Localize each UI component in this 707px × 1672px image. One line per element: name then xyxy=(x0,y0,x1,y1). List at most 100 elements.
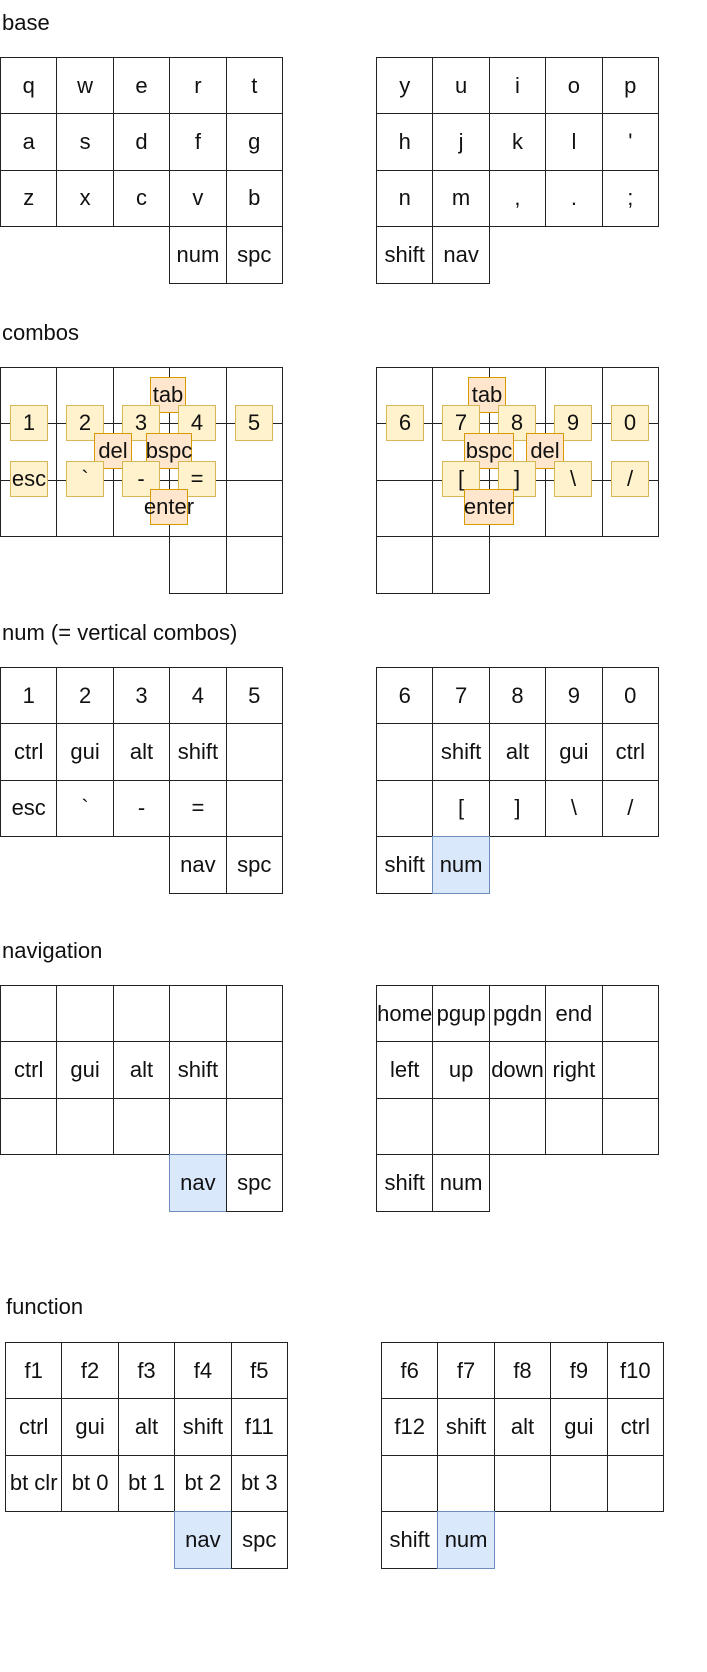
key-9: 9 xyxy=(545,667,603,725)
key-blank xyxy=(169,1097,227,1156)
key-blank: [ xyxy=(432,779,490,838)
key-blank xyxy=(376,723,434,781)
key-2: 2 xyxy=(56,667,114,725)
key-blank xyxy=(432,1097,490,1156)
key-0: 0 xyxy=(601,667,659,725)
key-nav: nav xyxy=(432,226,490,284)
key-ctrl: ctrl xyxy=(5,1398,63,1456)
key-x: x xyxy=(56,169,114,228)
key-blank: = xyxy=(169,779,227,838)
key-home: home xyxy=(376,985,434,1043)
key-alt: alt xyxy=(493,1398,552,1456)
key-r: r xyxy=(169,57,227,115)
combo-4: 4 xyxy=(178,405,216,441)
layer-title: base xyxy=(2,10,50,35)
key-blank xyxy=(225,1041,283,1099)
key-o: o xyxy=(545,57,603,115)
key-nav: nav xyxy=(169,836,227,894)
key-h: h xyxy=(376,113,434,171)
key-shift: shift xyxy=(432,723,490,781)
key-shift: shift xyxy=(169,723,227,781)
key-f8: f8 xyxy=(493,1342,552,1400)
combo-5: 5 xyxy=(235,405,273,441)
key-up: up xyxy=(432,1041,490,1099)
key-e: e xyxy=(112,57,171,115)
key-n: n xyxy=(376,169,434,228)
key-f7: f7 xyxy=(437,1342,495,1400)
key-7: 7 xyxy=(432,667,490,725)
key-end: end xyxy=(545,985,603,1043)
key-a: a xyxy=(0,113,58,171)
key-l: l xyxy=(545,113,603,171)
key-pgup: pgup xyxy=(432,985,490,1043)
key-blank: ` xyxy=(56,779,114,838)
key-spc: spc xyxy=(230,1511,288,1569)
key-u: u xyxy=(432,57,490,115)
key-shift: shift xyxy=(437,1398,495,1456)
combo-0: 0 xyxy=(611,405,649,441)
key-blank xyxy=(545,1097,603,1156)
key-nav: nav xyxy=(174,1511,232,1569)
key-f: f xyxy=(169,113,227,171)
key-blank xyxy=(0,1097,58,1156)
key-gui: gui xyxy=(550,1398,608,1456)
key-blank: . xyxy=(545,169,603,228)
combo-blank: \ xyxy=(554,461,592,497)
key-shift: shift xyxy=(169,1041,227,1099)
key-p: p xyxy=(601,57,659,115)
key-k: k xyxy=(488,113,547,171)
key-shift: shift xyxy=(376,1154,434,1212)
key-blank xyxy=(225,479,283,538)
combo-1: 1 xyxy=(10,405,48,441)
key-b: b xyxy=(225,169,283,228)
key-shift: shift xyxy=(376,226,434,284)
layer-title: combos xyxy=(2,320,80,345)
key-f11: f11 xyxy=(230,1398,288,1456)
key-q: q xyxy=(0,57,58,115)
key-blank xyxy=(601,1041,659,1099)
key-8: 8 xyxy=(488,667,547,725)
key-w: w xyxy=(56,57,114,115)
key-blank xyxy=(56,985,114,1043)
key-shift: shift xyxy=(174,1398,232,1456)
key-f6: f6 xyxy=(381,1342,439,1400)
combo-7: 7 xyxy=(442,405,480,441)
key-j: j xyxy=(432,113,490,171)
key-blank xyxy=(606,1454,664,1513)
key-t: t xyxy=(225,57,283,115)
key-f3: f3 xyxy=(117,1342,176,1400)
key-blank: / xyxy=(601,779,659,838)
key-right: right xyxy=(545,1041,603,1099)
key-blank xyxy=(601,1097,659,1156)
key-num: num xyxy=(432,1154,490,1212)
key-blank xyxy=(56,1097,114,1156)
key-alt: alt xyxy=(112,1041,171,1099)
key-blank xyxy=(112,1097,171,1156)
key-z: z xyxy=(0,169,58,228)
key-blank xyxy=(169,985,227,1043)
key-ctrl: ctrl xyxy=(601,723,659,781)
key-gui: gui xyxy=(56,723,114,781)
key-num: num xyxy=(432,836,490,894)
key-down: down xyxy=(488,1041,547,1099)
key-f10: f10 xyxy=(606,1342,664,1400)
key-alt: alt xyxy=(112,723,171,781)
key-f4: f4 xyxy=(174,1342,232,1400)
key-g: g xyxy=(225,113,283,171)
combo-blank: / xyxy=(611,461,649,497)
key-blank xyxy=(225,1097,283,1156)
key-4: 4 xyxy=(169,667,227,725)
key-blank xyxy=(0,985,58,1043)
key-c: c xyxy=(112,169,171,228)
combo-enter: enter xyxy=(144,489,194,525)
key-blank xyxy=(376,536,434,594)
key-blank xyxy=(601,985,659,1043)
combo-enter: enter xyxy=(464,489,514,525)
key-ctrl: ctrl xyxy=(0,723,58,781)
key-num: num xyxy=(437,1511,495,1569)
key-d: d xyxy=(112,113,171,171)
key-bt-2: bt 2 xyxy=(174,1454,232,1513)
key-blank xyxy=(376,779,434,838)
key-blank xyxy=(225,985,283,1043)
key-gui: gui xyxy=(61,1398,119,1456)
